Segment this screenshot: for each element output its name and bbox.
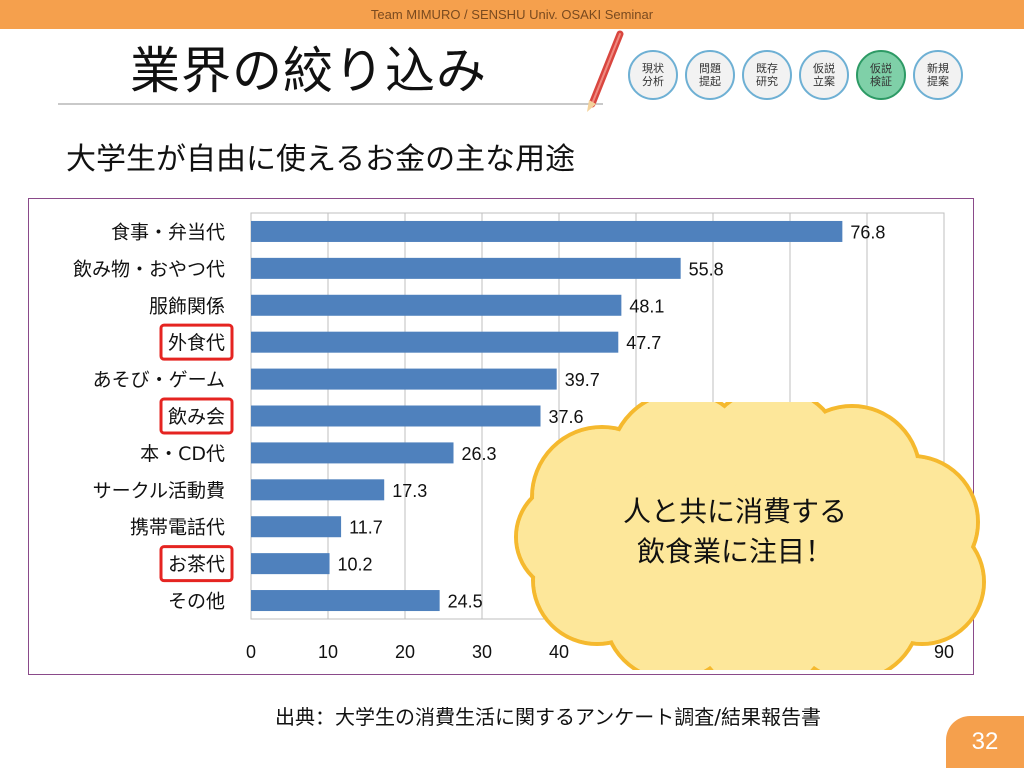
data-label: 10.2 [338, 555, 373, 575]
category-label: その他 [168, 591, 225, 613]
category-label: あそび・ゲーム [93, 369, 225, 391]
bar [251, 590, 440, 612]
x-tick-label: 30 [472, 642, 492, 662]
bar [251, 331, 619, 353]
x-tick-label: 20 [395, 642, 415, 662]
x-tick-label: 90 [934, 642, 954, 662]
process-steps: 現状 分析 問題 提起 既存 研究 仮説 立案 仮説 検証 新規 提案 [628, 50, 972, 108]
x-tick-label: 10 [318, 642, 338, 662]
step-kasetsu-kensho: 仮説 検証 [856, 50, 906, 100]
data-label: 48.1 [629, 296, 664, 316]
data-label: 26.3 [462, 444, 497, 464]
x-tick-label: 0 [246, 642, 256, 662]
page-badge [946, 716, 1024, 768]
category-label: 携帯電話代 [130, 517, 225, 539]
cloud-puff-fill [714, 449, 910, 645]
highlight-box [159, 545, 234, 583]
data-label: 17.3 [392, 481, 427, 501]
callout-line: 飲食業に注目！ [636, 535, 833, 568]
slide-title: 業界の絞り込み [130, 42, 487, 100]
source-citation: 出典：大学生の消費生活に関するアンケート調査/結果報告書 [275, 705, 821, 729]
category-label: 飲み物・おやつ代 [73, 258, 225, 280]
pencil-icon [587, 30, 624, 112]
step-kasetsu-ritsuan: 仮説 立案 [799, 50, 849, 100]
header-banner [0, 0, 1024, 29]
data-label: 47.7 [626, 333, 661, 353]
chart-subtitle: 大学生が自由に使えるお金の主な用途 [66, 142, 576, 177]
category-label: お茶代 [168, 554, 225, 576]
title-underline [58, 103, 603, 105]
step-kizon-kenkyu: 既存 研究 [742, 50, 792, 100]
data-label: 55.8 [689, 259, 724, 279]
bar [251, 442, 454, 464]
data-label: 37.6 [549, 407, 584, 427]
highlight-box [159, 323, 234, 361]
cloud-puff-fill [518, 483, 626, 591]
callout-line: 人と共に消費する [622, 495, 847, 528]
bar-chart: 010203040506070809076.8食事・弁当代55.8飲み物・おやつ… [73, 212, 954, 662]
bar [251, 516, 342, 538]
bar [251, 405, 541, 427]
data-label: 76.8 [850, 222, 885, 242]
page-number: 32 [971, 728, 999, 755]
callout-cloud [514, 402, 986, 670]
category-label: 外食代 [168, 332, 225, 354]
bar [251, 479, 385, 501]
bar [251, 368, 557, 390]
step-genjo-bunseki: 現状 分析 [628, 50, 678, 100]
data-label: 11.7 [349, 518, 383, 538]
step-shinki-teian: 新規 提案 [913, 50, 963, 100]
data-label: 39.7 [565, 370, 600, 390]
data-label: 24.5 [448, 592, 483, 612]
bar [251, 220, 843, 242]
category-label: 飲み会 [168, 406, 225, 428]
header-banner-text: Team MIMURO / SENSHU Univ. OSAKI Seminar [370, 7, 654, 22]
bar [251, 257, 681, 279]
category-label: 服飾関係 [149, 295, 225, 317]
step-mondai-teiki: 問題 提起 [685, 50, 735, 100]
x-tick-label: 40 [549, 642, 569, 662]
category-label: 食事・弁当代 [111, 221, 225, 243]
category-label: サークル活動費 [93, 480, 225, 502]
callout-text: 人と共に消費する 飲食業に注目！ [600, 492, 870, 572]
bar [251, 553, 330, 575]
bar [251, 294, 622, 316]
category-label: 本・CD代 [140, 443, 225, 465]
highlight-box [159, 397, 234, 435]
